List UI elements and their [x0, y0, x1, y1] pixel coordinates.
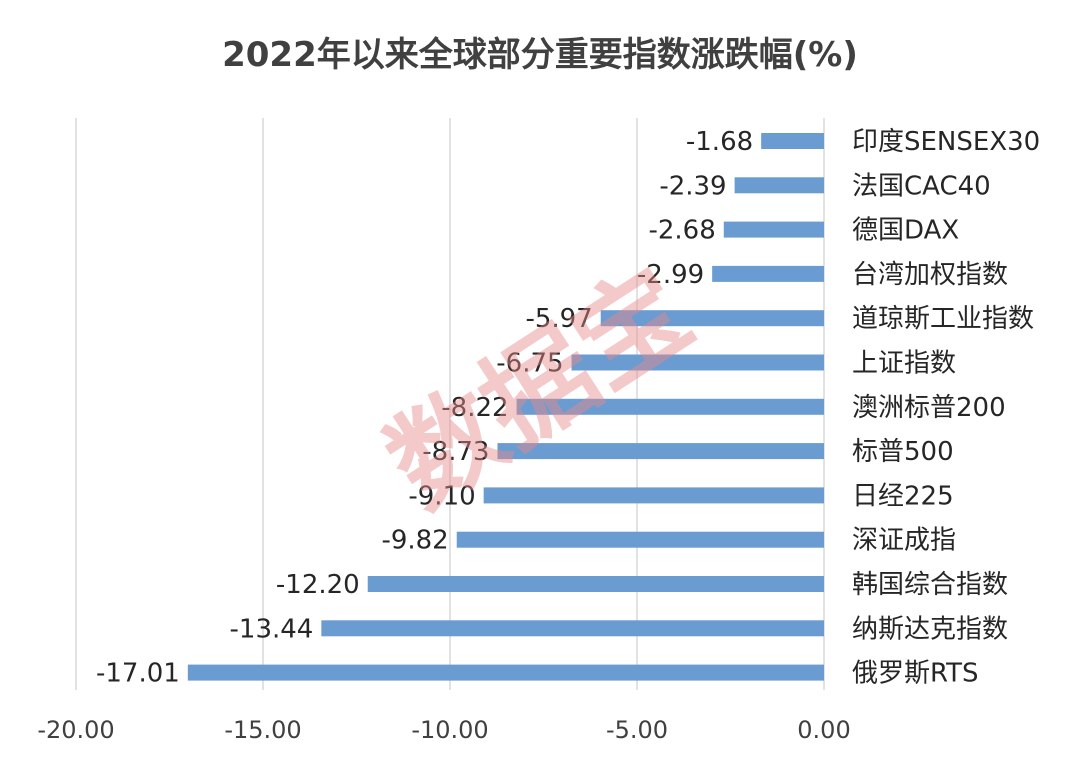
category-label: 标普500 [852, 437, 954, 467]
bar [600, 310, 824, 327]
category-label: 俄罗斯RTS [852, 659, 979, 689]
data-label: -13.44 [230, 614, 314, 644]
data-label: -6.75 [496, 349, 563, 379]
bars [187, 133, 825, 681]
category-labels: 印度SENSEX30 法国CAC40 德国DAX 台湾加权指数道琼斯工业指数上证指数澳… [852, 127, 1040, 689]
category-label: 台湾加权指数 [852, 260, 1008, 290]
bar [497, 443, 824, 460]
data-label: -5.97 [525, 304, 592, 334]
x-tick-label: -20.00 [37, 716, 114, 744]
data-label: -1.68 [686, 127, 753, 157]
bar [761, 133, 824, 149]
bar [723, 221, 824, 238]
category-label: 纳斯达克指数 [852, 614, 1008, 644]
bar [516, 398, 824, 415]
category-label: 道琼斯工业指数 [852, 304, 1034, 334]
category-label: 澳洲标普200 [852, 393, 1006, 423]
category-label: 深证成指 [852, 526, 956, 556]
category-label: 德国DAX [852, 216, 959, 246]
data-label: -9.10 [408, 481, 475, 511]
data-label: -2.68 [648, 216, 715, 246]
data-label: -9.82 [381, 526, 448, 556]
data-label: -8.22 [441, 393, 508, 423]
bar [483, 487, 824, 504]
data-label: -8.73 [422, 437, 489, 467]
bar [571, 354, 824, 371]
data-label: -2.39 [659, 171, 726, 201]
x-tick-label: -15.00 [224, 716, 301, 744]
category-label: 日经225 [852, 481, 954, 511]
category-label: 印度SENSEX30 [852, 127, 1040, 157]
data-label: -2.99 [637, 260, 704, 290]
bar [456, 531, 824, 548]
bar [712, 265, 824, 282]
x-axis-tick-labels: -20.00 -15.00 -10.00 -5.00 0.00 [37, 716, 850, 744]
x-tick-label: -10.00 [411, 716, 488, 744]
x-tick-label: -5.00 [606, 716, 668, 744]
data-labels: -1.68 -2.39 -2.68 -2.99 -5.97 -6.75 -8.22 -8.73… [96, 127, 753, 689]
bar [321, 620, 824, 637]
category-label: 法国CAC40 [852, 171, 991, 201]
data-label: -17.01 [96, 659, 180, 689]
data-label: -12.20 [276, 570, 360, 600]
chart-title: 2022年以来全球部分重要指数涨跌幅(%) [222, 35, 858, 75]
category-label: 韩国综合指数 [852, 570, 1008, 600]
bar [367, 576, 824, 592]
category-label: 上证指数 [852, 349, 956, 379]
bar [187, 664, 825, 681]
bar [734, 177, 824, 194]
x-tick-label: 0.00 [797, 716, 850, 744]
